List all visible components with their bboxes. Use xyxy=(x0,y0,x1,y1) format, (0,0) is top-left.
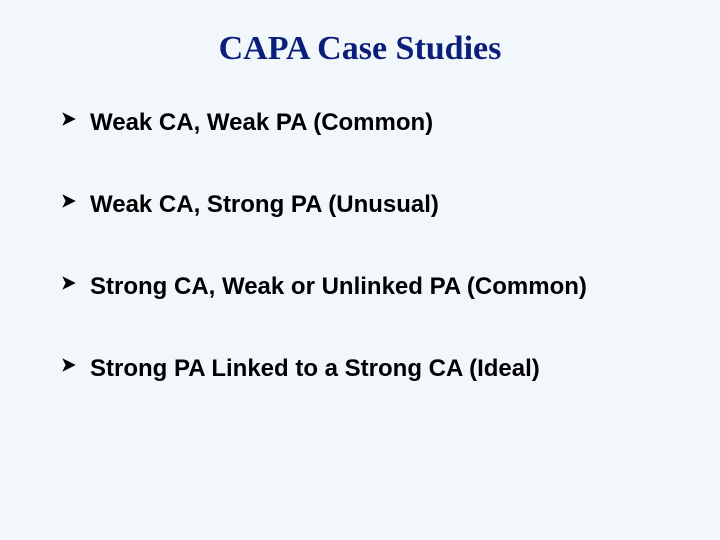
list-item: Weak CA, Strong PA (Unusual) xyxy=(60,190,660,220)
chevron-right-icon xyxy=(60,274,78,292)
bullet-text: Strong CA, Weak or Unlinked PA (Common) xyxy=(90,273,587,300)
chevron-right-icon xyxy=(60,192,78,210)
slide-title: CAPA Case Studies xyxy=(60,30,660,68)
list-item: Strong PA Linked to a Strong CA (Ideal) xyxy=(60,354,660,384)
bullet-text: Strong PA Linked to a Strong CA (Ideal) xyxy=(90,355,540,382)
bullet-list: Weak CA, Weak PA (Common) Weak CA, Stron… xyxy=(60,108,660,384)
chevron-right-icon xyxy=(60,356,78,374)
list-item: Weak CA, Weak PA (Common) xyxy=(60,108,660,138)
slide: CAPA Case Studies Weak CA, Weak PA (Comm… xyxy=(0,0,720,540)
bullet-text: Weak CA, Weak PA (Common) xyxy=(90,109,433,136)
chevron-right-icon xyxy=(60,110,78,128)
bullet-text: Weak CA, Strong PA (Unusual) xyxy=(90,191,439,218)
list-item: Strong CA, Weak or Unlinked PA (Common) xyxy=(60,272,660,302)
